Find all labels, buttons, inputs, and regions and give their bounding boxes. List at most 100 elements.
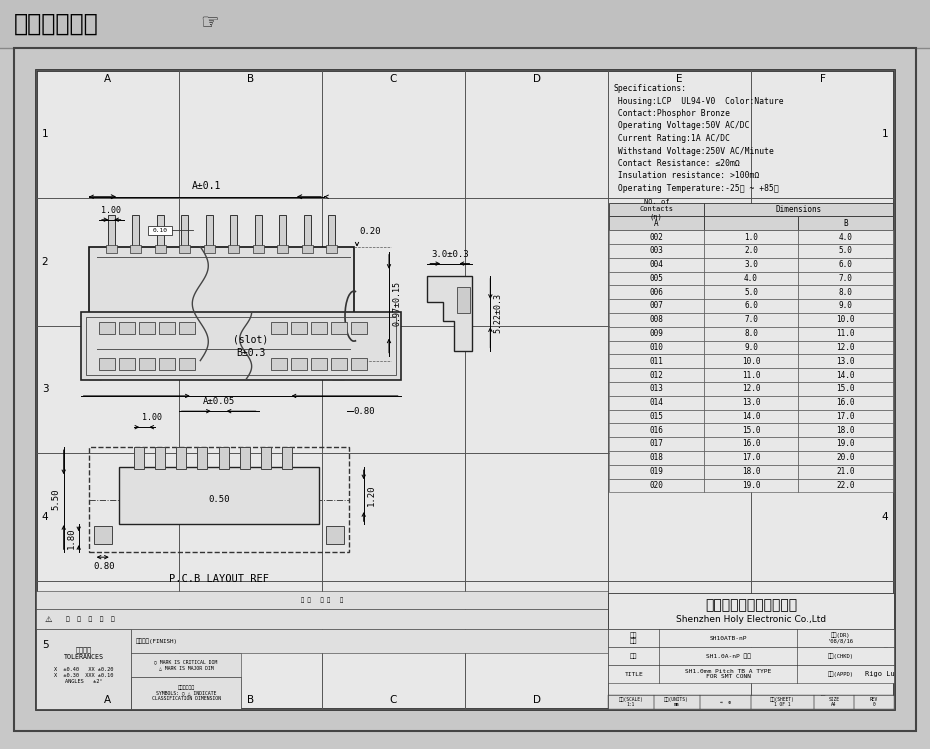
Text: B: B: [247, 695, 254, 705]
Bar: [139, 322, 154, 334]
Bar: [854, 695, 894, 709]
Text: 14.0: 14.0: [742, 412, 760, 421]
Text: 承  认  责  任  书: 承 认 责 任 书: [66, 616, 114, 622]
Text: 15.0: 15.0: [742, 425, 760, 434]
Bar: [798, 451, 893, 464]
Bar: [89, 360, 101, 378]
Bar: [798, 327, 893, 341]
Text: Housing:LCP  UL94-V0  Color:Nature: Housing:LCP UL94-V0 Color:Nature: [613, 97, 784, 106]
Bar: [108, 215, 114, 246]
Bar: [798, 479, 893, 492]
Bar: [609, 354, 704, 368]
Bar: [206, 215, 213, 246]
Bar: [36, 609, 608, 629]
Text: 9.0: 9.0: [744, 343, 758, 352]
Text: E: E: [676, 695, 683, 705]
Bar: [798, 437, 893, 451]
Bar: [608, 665, 894, 683]
Bar: [311, 358, 326, 370]
Text: A±0.1: A±0.1: [192, 181, 221, 191]
Bar: [609, 313, 704, 327]
Text: 在线图纸下载: 在线图纸下载: [14, 12, 99, 36]
Text: Withstand Voltage:250V AC/Minute: Withstand Voltage:250V AC/Minute: [613, 147, 774, 156]
Text: TITLE: TITLE: [624, 672, 644, 676]
Text: 22.0: 22.0: [836, 481, 855, 490]
Text: (slot): (slot): [233, 335, 268, 345]
Bar: [228, 245, 239, 252]
Bar: [119, 322, 135, 334]
Text: 012: 012: [649, 371, 663, 380]
Text: 0.80: 0.80: [93, 562, 114, 571]
Bar: [609, 230, 704, 244]
Bar: [277, 245, 288, 252]
Bar: [457, 287, 470, 313]
Bar: [131, 677, 241, 709]
Text: 006: 006: [649, 288, 663, 297]
Text: 008: 008: [649, 315, 663, 324]
Text: 8.0: 8.0: [744, 329, 758, 338]
Text: 1.00: 1.00: [101, 206, 121, 215]
Text: SIZE
A4: SIZE A4: [829, 697, 840, 707]
Text: 比例(SCALE)
1:1: 比例(SCALE) 1:1: [618, 697, 644, 707]
Bar: [608, 629, 894, 647]
Text: 2: 2: [42, 257, 48, 267]
Bar: [331, 358, 347, 370]
Text: 3.0±0.3: 3.0±0.3: [431, 249, 469, 258]
Text: NO. of
Contacts
(n): NO. of Contacts (n): [639, 199, 673, 219]
Bar: [704, 244, 798, 258]
Text: 12.0: 12.0: [742, 384, 760, 393]
Text: F: F: [819, 695, 826, 705]
Text: B: B: [844, 219, 848, 228]
Text: 表面处理(FINISH): 表面处理(FINISH): [136, 638, 178, 644]
Bar: [99, 322, 114, 334]
Text: 0.80: 0.80: [353, 407, 375, 416]
Text: 14.0: 14.0: [836, 371, 855, 380]
Bar: [704, 354, 798, 368]
Text: 3: 3: [882, 384, 888, 395]
Bar: [609, 437, 704, 451]
Text: Contact:Phosphor Bronze: Contact:Phosphor Bronze: [613, 109, 730, 118]
Text: 014: 014: [649, 398, 663, 407]
Text: 4: 4: [42, 512, 48, 522]
Bar: [0, 0, 930, 48]
Text: 1.00: 1.00: [142, 413, 163, 422]
Text: 7.0: 7.0: [744, 315, 758, 324]
Bar: [139, 358, 154, 370]
Text: SH1.0mm Pitch TB A TYPE
FOR SMT CONN: SH1.0mm Pitch TB A TYPE FOR SMT CONN: [685, 669, 771, 679]
Text: 4: 4: [882, 512, 888, 522]
Bar: [36, 629, 131, 709]
Bar: [240, 447, 250, 469]
Text: 0.50: 0.50: [208, 495, 230, 504]
Text: 张数(SHEET)
1 OF 1: 张数(SHEET) 1 OF 1: [770, 697, 795, 707]
Bar: [326, 527, 344, 545]
Bar: [326, 245, 338, 252]
Text: 010: 010: [649, 343, 663, 352]
Bar: [157, 215, 164, 246]
Text: ○ MARK IS CRITICAL DIM
△ MARK IS MAJOR DIM: ○ MARK IS CRITICAL DIM △ MARK IS MAJOR D…: [154, 660, 218, 670]
Text: 15.0: 15.0: [836, 384, 855, 393]
Bar: [798, 410, 893, 423]
Bar: [798, 299, 893, 313]
Bar: [609, 395, 704, 410]
Bar: [609, 327, 704, 341]
Text: Shenzhen Holy Electronic Co.,Ltd: Shenzhen Holy Electronic Co.,Ltd: [676, 616, 826, 625]
Text: 2.0: 2.0: [744, 246, 758, 255]
Bar: [751, 695, 814, 709]
Bar: [704, 464, 798, 479]
Text: 1.80: 1.80: [67, 527, 75, 549]
Bar: [609, 202, 704, 216]
Text: 3: 3: [42, 384, 48, 395]
Text: 013: 013: [649, 384, 663, 393]
Bar: [119, 358, 135, 370]
Text: 007: 007: [649, 302, 663, 311]
Bar: [798, 382, 893, 395]
Bar: [798, 285, 893, 299]
Bar: [331, 322, 347, 334]
Text: 9.0: 9.0: [839, 302, 853, 311]
Text: 制图(DR)
'08/8/16: 制图(DR) '08/8/16: [828, 632, 854, 643]
Text: 5: 5: [882, 640, 888, 650]
Text: ☞: ☞: [200, 13, 219, 33]
Text: C: C: [390, 74, 397, 84]
Text: 单位(UNITS)
mm: 单位(UNITS) mm: [664, 697, 689, 707]
Bar: [798, 395, 893, 410]
